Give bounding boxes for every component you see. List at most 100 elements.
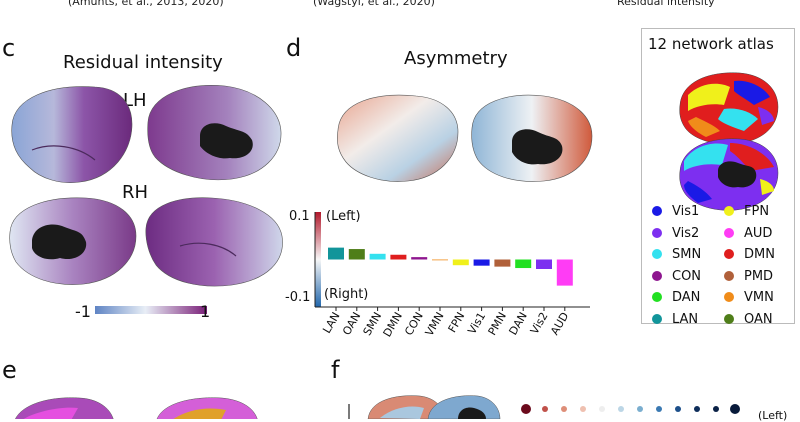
legend-dot [724, 249, 734, 259]
panel-f-left-label: (Left) [758, 409, 788, 422]
legend-item-aud: AUD [724, 226, 772, 241]
bar-vis2 [536, 259, 552, 269]
panel-f-dot [656, 406, 662, 412]
x-tick-label-lan: LAN [320, 310, 342, 336]
bar-dmn [390, 254, 407, 260]
atlas-title: 12 network atlas [648, 35, 774, 53]
legend-label: AUD [744, 225, 773, 241]
legend-item-dan: DAN [652, 290, 700, 305]
x-tick-label-vis1: Vis1 [465, 310, 488, 336]
legend-item-fpn: FPN [724, 204, 769, 219]
legend-label: OAN [744, 311, 773, 327]
panel-c-title: Residual intensity [63, 52, 223, 73]
legend-label: Vis1 [672, 204, 700, 219]
asymmetry-lateral-brain [336, 94, 459, 182]
asymmetry-medial-brain [471, 94, 593, 182]
legend-label: SMN [672, 247, 702, 262]
x-tick-label-vis2: Vis2 [528, 310, 551, 336]
x-tick-label-vmn: VMN [423, 310, 447, 338]
panel-f-dot [675, 406, 681, 412]
legend-label: LAN [672, 311, 699, 327]
legend-dot [724, 206, 734, 216]
lh-label: LH [123, 90, 147, 111]
bar-lan [328, 247, 344, 260]
panel-d-brains [336, 94, 593, 182]
left-direction-label: (Left) [326, 209, 361, 224]
panel-c-scale-max: 1 [200, 302, 211, 321]
legend-dot [652, 270, 662, 281]
legend-item-con: CON [652, 269, 701, 284]
legend-dot [652, 227, 662, 238]
x-tick-label-dmn: DMN [381, 310, 405, 339]
x-tick-label-fpn: FPN [446, 310, 468, 335]
panel-f-dot [580, 406, 586, 412]
y-tick-bottom: -0.1 [285, 290, 311, 305]
panel-c-scale-min: -1 [75, 302, 91, 321]
bar-fpn [452, 259, 469, 266]
bar-smn [369, 253, 386, 260]
rh-medial-brain [9, 197, 137, 285]
panel-c-letter: c [2, 34, 16, 62]
legend-dot [652, 313, 662, 324]
panel-f-dot [730, 404, 740, 414]
legend-label: DMN [744, 247, 775, 262]
panel-f-dot [618, 406, 624, 412]
panel-f-dot [694, 406, 700, 412]
legend-label: CON [672, 268, 702, 284]
atlas-brains [679, 72, 779, 211]
legend-dot [652, 292, 662, 302]
legend-item-vis1: Vis1 [652, 204, 699, 219]
legend-dot [724, 270, 734, 281]
panel-f-preview [348, 395, 740, 419]
panel-f-dot [561, 406, 567, 412]
legend-item-vmn: VMN [724, 290, 774, 305]
bar-pmn [494, 259, 511, 267]
panel-c-brains [9, 85, 283, 314]
citation-middle: (Wagstyl, et al., 2020) [313, 0, 435, 8]
citation-left: (Amunts, et al., 2013, 2020) [68, 0, 224, 8]
legend-dot [724, 313, 734, 324]
citation-right: Residual intensity [617, 0, 715, 8]
legend-item-pmd: PMD [724, 269, 773, 284]
panel-f-dot [637, 406, 643, 412]
atlas-lateral-brain [679, 72, 779, 145]
x-tick-label-oan: OAN [340, 310, 363, 337]
bar-con [411, 257, 428, 260]
panel-c-colorbar [95, 306, 207, 314]
legend-label: VMN [744, 290, 774, 305]
bar-vis1 [473, 259, 490, 266]
panel-d-title: Asymmetry [404, 48, 508, 69]
panel-e-letter: e [2, 356, 17, 384]
x-tick-label-aud: AUD [548, 310, 571, 337]
panel-f-dot [713, 406, 719, 412]
legend-label: FPN [744, 204, 770, 219]
bar-vmn [432, 259, 448, 261]
x-tick-label-con: CON [402, 310, 426, 338]
legend-item-oan: OAN [724, 312, 773, 327]
atlas-medial-brain [679, 138, 779, 211]
lh-lateral-brain [11, 86, 133, 183]
bar-oan [348, 249, 365, 260]
legend-label: PMD [744, 268, 774, 284]
rh-lateral-brain [145, 197, 283, 287]
y-tick-top: 0.1 [289, 209, 310, 224]
asymmetry-colorbar [315, 212, 321, 307]
panel-f-letter: f [331, 356, 340, 384]
legend-item-smn: SMN [652, 247, 701, 262]
network-atlas-legend: 12 network atlas Vis1 Vis2 SMN CON DAN LAN FP… [641, 28, 795, 327]
lh-medial-brain [147, 85, 282, 181]
panel-f-dot [599, 406, 605, 412]
x-tick-label-dan: DAN [507, 310, 530, 337]
right-direction-label: (Right) [324, 287, 369, 302]
legend-dot [724, 292, 734, 302]
legend-label: Vis2 [672, 225, 700, 241]
panel-f-dot [521, 404, 531, 414]
panel-f-dot [542, 406, 548, 412]
rh-label: RH [122, 182, 149, 203]
legend-dot [724, 227, 734, 238]
legend-label: DAN [672, 290, 701, 305]
legend-dot [652, 206, 662, 216]
bar-aud [556, 259, 573, 286]
panel-d-letter: d [286, 34, 302, 62]
